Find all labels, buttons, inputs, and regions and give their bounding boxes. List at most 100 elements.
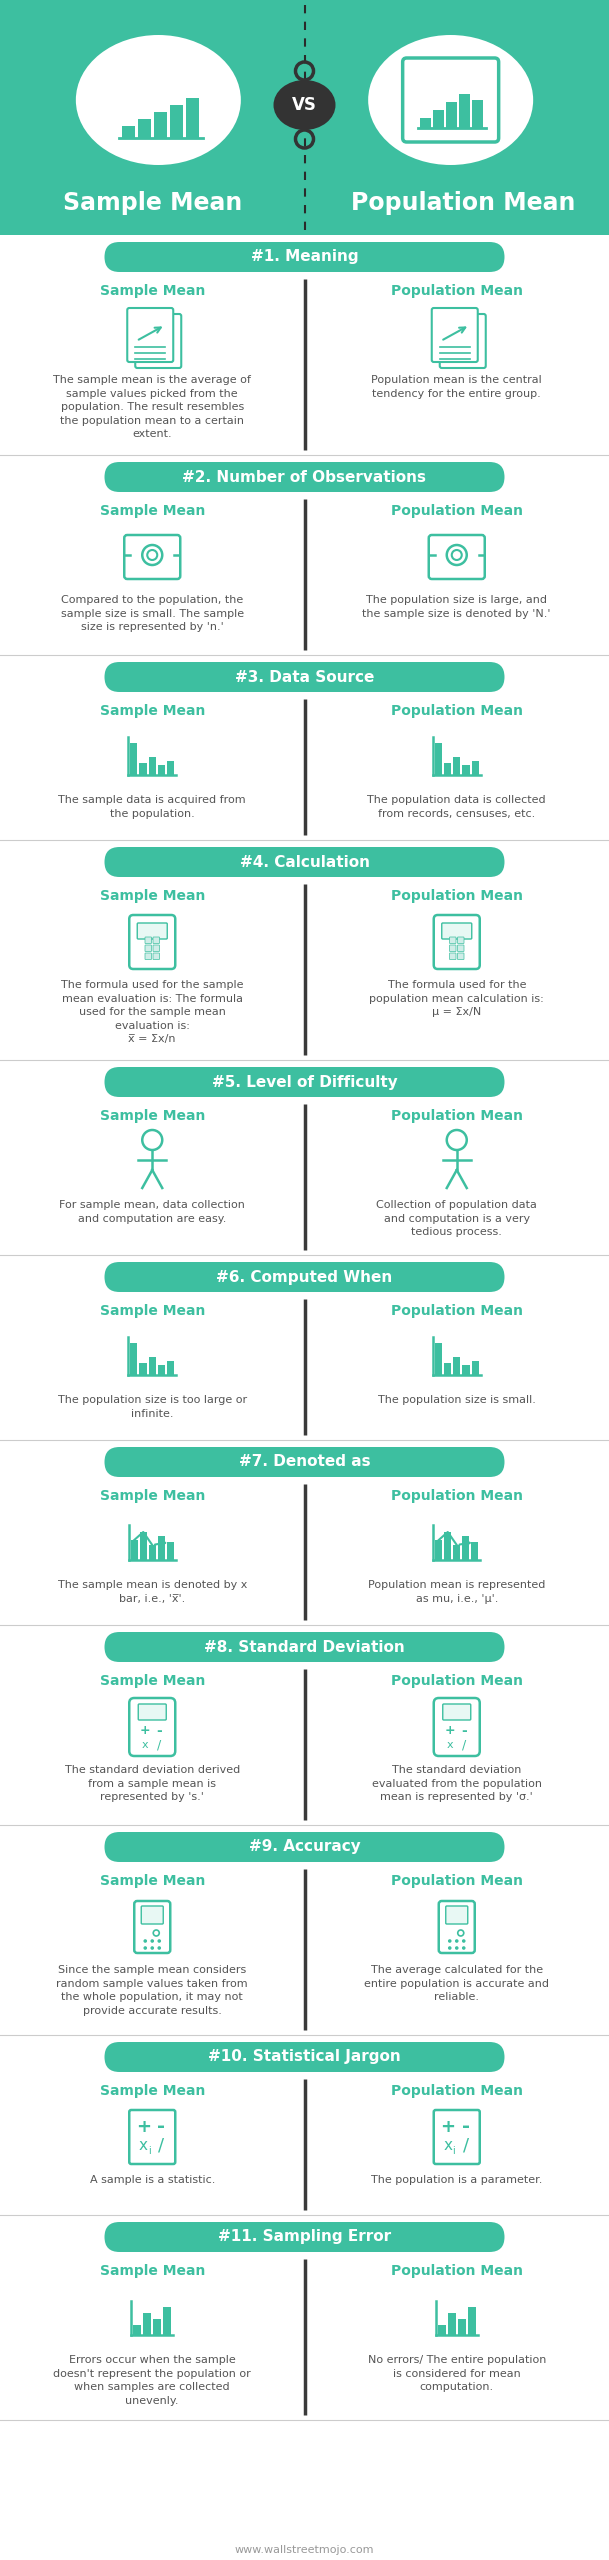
Bar (0, 236, 609, 456)
Bar (154, 113, 167, 138)
Text: VS: VS (292, 97, 317, 115)
Bar (143, 2314, 151, 2335)
Bar (0, 1825, 609, 2035)
Text: #8. Standard Deviation: #8. Standard Deviation (204, 1638, 405, 1654)
FancyBboxPatch shape (129, 914, 175, 970)
Bar (445, 1531, 451, 1559)
Circle shape (147, 550, 157, 561)
Bar (0, 0, 609, 236)
Text: x: x (142, 1741, 149, 1751)
Bar (0, 1626, 609, 1825)
Circle shape (447, 1129, 466, 1149)
Circle shape (143, 1129, 162, 1149)
Text: The formula used for the
population mean calculation is:
μ = Σx/N: The formula used for the population mean… (370, 980, 544, 1016)
FancyBboxPatch shape (105, 1446, 504, 1477)
Text: Sample Mean: Sample Mean (99, 284, 205, 297)
Bar (471, 760, 479, 776)
Text: Population Mean: Population Mean (391, 2263, 523, 2278)
Text: +: + (136, 2117, 151, 2135)
Bar (158, 1364, 165, 1375)
Bar (131, 1541, 138, 1559)
Text: x: x (446, 1741, 453, 1751)
Bar (0, 2035, 609, 2214)
FancyBboxPatch shape (434, 1697, 480, 1756)
FancyBboxPatch shape (145, 945, 152, 952)
Bar (138, 118, 151, 138)
Bar (170, 105, 183, 138)
Text: Population Mean: Population Mean (391, 1108, 523, 1124)
FancyBboxPatch shape (135, 315, 181, 369)
FancyBboxPatch shape (145, 952, 152, 960)
FancyBboxPatch shape (105, 1833, 504, 1861)
FancyBboxPatch shape (457, 952, 464, 960)
FancyBboxPatch shape (105, 243, 504, 271)
Bar (153, 2319, 161, 2335)
Text: Population Mean: Population Mean (391, 1303, 523, 1318)
Bar (471, 1541, 478, 1559)
Text: +: + (445, 1725, 455, 1738)
Bar (0, 2214, 609, 2419)
Circle shape (150, 1946, 154, 1951)
Text: Population Mean: Population Mean (391, 1874, 523, 1887)
FancyBboxPatch shape (457, 937, 464, 945)
Text: www.wallstreetmojo.com: www.wallstreetmojo.com (234, 2545, 375, 2555)
Bar (448, 2314, 456, 2335)
FancyBboxPatch shape (153, 945, 160, 952)
Circle shape (150, 1940, 154, 1943)
FancyBboxPatch shape (141, 1907, 163, 1925)
Text: #4. Calculation: #4. Calculation (239, 855, 370, 870)
Bar (140, 1531, 147, 1559)
Text: Collection of population data
and computation is a very
tedious process.: Collection of population data and comput… (376, 1201, 537, 1236)
FancyBboxPatch shape (438, 1902, 475, 1953)
Bar (139, 1362, 147, 1375)
FancyBboxPatch shape (403, 59, 499, 141)
Text: -: - (461, 1723, 466, 1738)
Circle shape (462, 1940, 465, 1943)
Text: Population Mean: Population Mean (351, 192, 575, 215)
FancyBboxPatch shape (138, 1705, 166, 1720)
Bar (133, 2324, 141, 2335)
Text: #10. Statistical Jargon: #10. Statistical Jargon (208, 2051, 401, 2063)
FancyBboxPatch shape (434, 2109, 480, 2163)
Circle shape (462, 1946, 465, 1951)
Text: Sample Mean: Sample Mean (99, 2084, 205, 2099)
Text: +: + (140, 1725, 150, 1738)
Text: #9. Accuracy: #9. Accuracy (248, 1841, 361, 1853)
Bar (444, 763, 451, 776)
Text: The population size is large, and
the sample size is denoted by 'N.': The population size is large, and the sa… (362, 594, 551, 620)
Text: #11. Sampling Error: #11. Sampling Error (218, 2230, 391, 2245)
FancyBboxPatch shape (446, 1907, 468, 1925)
FancyBboxPatch shape (442, 924, 472, 940)
Bar (0, 456, 609, 655)
FancyBboxPatch shape (153, 952, 160, 960)
Text: Population Mean: Population Mean (391, 1674, 523, 1687)
Bar (438, 2324, 446, 2335)
Bar (163, 2307, 171, 2335)
Bar (473, 100, 483, 128)
FancyBboxPatch shape (124, 535, 180, 579)
Bar (186, 97, 199, 138)
Text: #6. Computed When: #6. Computed When (216, 1270, 393, 1285)
Text: /: / (157, 1738, 161, 1751)
Text: The average calculated for the
entire population is accurate and
reliable.: The average calculated for the entire po… (364, 1966, 549, 2002)
Bar (435, 1344, 442, 1375)
Text: Population Mean: Population Mean (391, 1490, 523, 1503)
Circle shape (448, 1940, 451, 1943)
FancyBboxPatch shape (105, 461, 504, 492)
FancyBboxPatch shape (153, 937, 160, 945)
FancyBboxPatch shape (105, 2222, 504, 2253)
Circle shape (458, 1930, 463, 1935)
Text: Sample Mean: Sample Mean (99, 1874, 205, 1887)
Circle shape (455, 1940, 459, 1943)
Text: /: / (158, 2135, 164, 2153)
Text: -: - (462, 2117, 470, 2138)
FancyBboxPatch shape (449, 937, 456, 945)
Text: Population mean is the central
tendency for the entire group.: Population mean is the central tendency … (371, 374, 542, 399)
Bar (444, 1362, 451, 1375)
FancyBboxPatch shape (105, 847, 504, 878)
Circle shape (452, 550, 462, 561)
Bar (453, 758, 460, 776)
Text: +: + (440, 2117, 456, 2135)
Text: Sample Mean: Sample Mean (99, 1490, 205, 1503)
Text: #2. Number of Observations: #2. Number of Observations (183, 468, 426, 484)
